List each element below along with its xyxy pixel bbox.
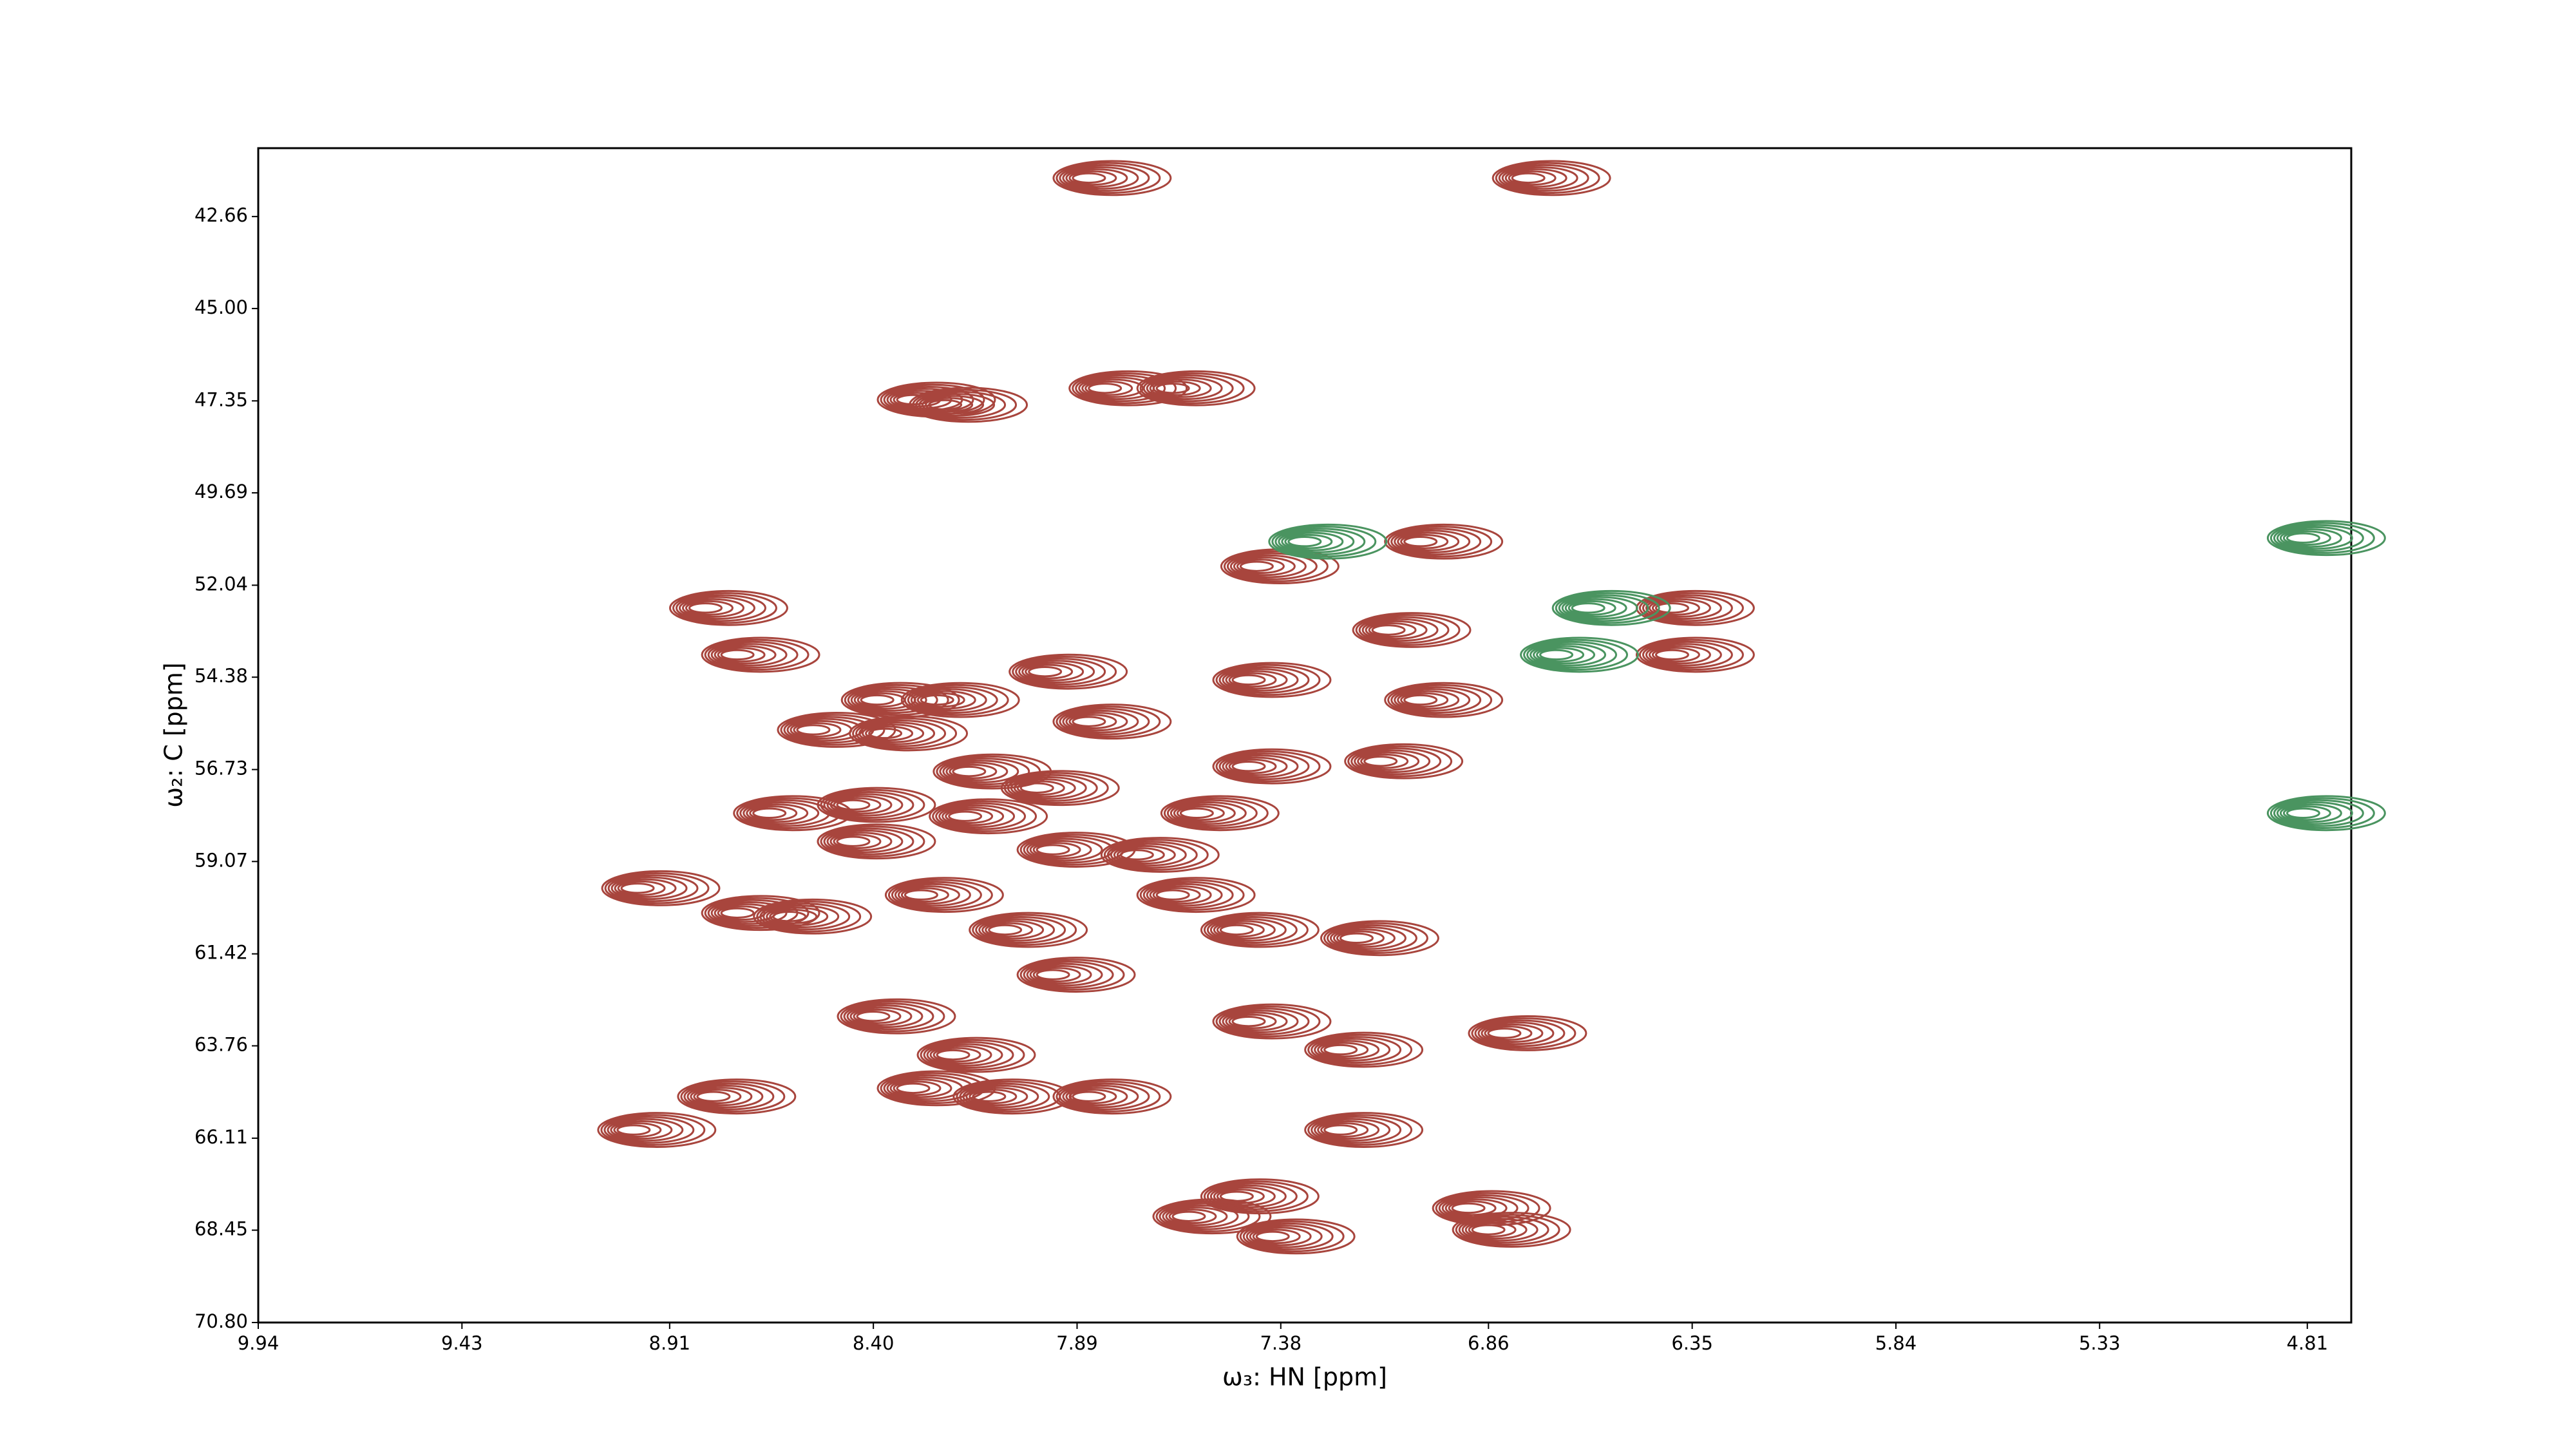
contour-peak [1520, 636, 1640, 673]
contour-peak [1160, 795, 1280, 832]
contour-peak [1304, 1112, 1424, 1148]
contour-peak [1492, 160, 1611, 196]
contour-peak [1635, 589, 1755, 626]
contour-peak [1000, 770, 1120, 807]
y-tick-label: 63.76 [194, 1033, 248, 1055]
x-axis-title: ω₃: HN [ppm] [1222, 1363, 1387, 1391]
contour-peak [753, 898, 873, 935]
plot-frame [257, 147, 2353, 1324]
contour-peak [1320, 920, 1439, 957]
contour-peak [900, 682, 1020, 718]
contour-peak [817, 787, 936, 823]
contour-peak [1635, 636, 1755, 673]
x-tick-label: 9.94 [238, 1332, 279, 1354]
contour-peak [2266, 520, 2386, 557]
contour-peak [2266, 795, 2386, 832]
x-tick-label: 8.91 [649, 1332, 691, 1354]
contour-peak [1200, 912, 1320, 948]
contour-peak [1200, 1178, 1320, 1215]
y-tick-label: 68.45 [194, 1218, 248, 1240]
contour-peak [1212, 662, 1332, 698]
contour-peak [1052, 703, 1172, 740]
contour-peak [1052, 160, 1172, 196]
contour-peak [1100, 837, 1220, 873]
contour-peak [916, 1036, 1036, 1073]
contour-peak [884, 877, 1004, 913]
y-tick-label: 70.80 [194, 1310, 248, 1332]
x-tick-label: 7.38 [1260, 1332, 1302, 1354]
contour-peak [1152, 1198, 1272, 1235]
contour-peak [1009, 653, 1128, 690]
x-tick-label: 5.33 [2079, 1332, 2121, 1354]
y-tick-label: 49.69 [194, 481, 248, 502]
contour-peak [601, 870, 721, 906]
contour-peak [668, 589, 788, 626]
contour-peak [849, 715, 969, 752]
y-tick-label: 42.66 [194, 204, 248, 226]
contour-peak [1268, 523, 1388, 560]
contour-peak [597, 1112, 717, 1149]
contour-peak [837, 998, 956, 1035]
y-tick-label: 45.00 [194, 296, 248, 318]
contour-peak [1236, 1218, 1356, 1255]
y-tick-label: 66.11 [194, 1126, 248, 1148]
contour-peak [677, 1078, 797, 1115]
contour-peak [1212, 748, 1332, 785]
contour-peak [933, 753, 1052, 790]
contour-peak [929, 798, 1048, 835]
contour-peak [1344, 743, 1464, 779]
contour-peak [969, 912, 1088, 948]
y-tick-label: 52.04 [194, 573, 248, 595]
y-axis-title: ω₂: C [ppm] [160, 662, 188, 807]
x-tick-label: 7.89 [1056, 1332, 1098, 1354]
contour-peak [1212, 1003, 1332, 1040]
y-tick-label: 56.73 [194, 758, 248, 779]
contour-peak [1136, 877, 1256, 913]
contour-peak [1136, 370, 1256, 406]
contour-peak [1551, 589, 1671, 626]
x-tick-label: 8.40 [853, 1332, 895, 1354]
x-tick-label: 6.35 [1671, 1332, 1713, 1354]
contour-peak [817, 823, 936, 860]
x-tick-label: 9.43 [441, 1332, 483, 1354]
contour-peak [952, 1078, 1072, 1115]
x-tick-label: 6.86 [1468, 1332, 1510, 1354]
contour-peak [1352, 612, 1472, 648]
contour-peak [1432, 1190, 1551, 1227]
contour-peak [1052, 1078, 1172, 1115]
x-tick-label: 5.84 [1875, 1332, 1917, 1354]
contour-peak [1220, 548, 1340, 585]
contour-peak [701, 636, 820, 673]
contour-peak [1304, 1031, 1424, 1068]
contour-peak [1384, 682, 1504, 718]
contour-peak [1468, 1015, 1587, 1051]
y-tick-label: 54.38 [194, 665, 248, 687]
x-tick-label: 4.81 [2286, 1332, 2328, 1354]
y-tick-label: 47.35 [194, 388, 248, 410]
contour-peak [1452, 1212, 1571, 1248]
y-tick-label: 59.07 [194, 849, 248, 871]
contour-peak [909, 387, 1028, 423]
contour-peak [1016, 957, 1136, 993]
y-tick-label: 61.42 [194, 942, 248, 964]
contour-peak [1384, 523, 1504, 560]
